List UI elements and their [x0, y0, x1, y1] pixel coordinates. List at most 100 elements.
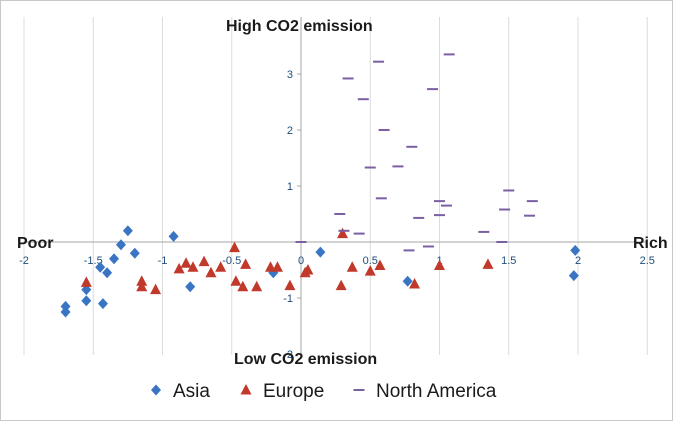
point-north-america [413, 216, 425, 219]
point-north-america [338, 229, 350, 232]
x-tick-label: 2.5 [640, 255, 655, 267]
point-north-america [422, 245, 434, 248]
series-asia [60, 225, 581, 318]
point-north-america [496, 241, 508, 243]
point-europe [482, 258, 494, 269]
point-europe [173, 262, 185, 274]
point-europe [136, 275, 148, 286]
series-north-america [295, 53, 538, 252]
point-europe [229, 241, 241, 253]
point-north-america [406, 145, 418, 148]
point-europe [205, 266, 217, 278]
point-asia [60, 300, 71, 312]
point-north-america [334, 213, 346, 215]
point-north-america [378, 129, 390, 131]
legend-marker-north-america [353, 389, 365, 391]
annotation-right: Rich [633, 235, 668, 252]
point-north-america [342, 77, 354, 80]
series-europe [80, 227, 494, 295]
point-asia [568, 270, 579, 282]
legend-marker-asia [151, 384, 161, 396]
legend-marker-europe [240, 384, 252, 395]
x-tick-label: 0 [298, 255, 304, 267]
y-tick-label: 3 [287, 69, 293, 81]
point-north-america [373, 60, 385, 63]
point-north-america [503, 189, 515, 192]
point-north-america [295, 241, 307, 243]
legend: Asia Europe North America [151, 381, 497, 402]
point-asia [570, 244, 581, 256]
point-europe [136, 280, 148, 292]
point-europe [434, 259, 445, 271]
point-europe [337, 227, 349, 239]
x-tick-label: 2 [575, 255, 581, 267]
point-europe [198, 255, 210, 267]
point-north-america [526, 200, 538, 203]
point-north-america [434, 200, 445, 203]
point-north-america [392, 165, 404, 168]
point-north-america [440, 204, 452, 207]
point-asia [95, 261, 106, 273]
axes [24, 17, 647, 355]
x-tick-label: -1 [158, 255, 168, 267]
point-north-america [434, 214, 445, 217]
y-tick-label: -1 [283, 293, 293, 305]
point-north-america [524, 214, 536, 217]
point-asia [168, 230, 179, 242]
x-tick-label: -1.5 [84, 255, 103, 267]
point-europe [265, 261, 277, 272]
point-asia [115, 239, 126, 251]
data-marks [60, 53, 581, 318]
point-europe [251, 280, 263, 292]
point-asia [102, 267, 113, 279]
point-north-america [478, 230, 490, 233]
point-north-america [403, 249, 415, 252]
point-europe [346, 261, 358, 272]
point-europe [180, 257, 192, 268]
point-asia [60, 306, 71, 318]
point-north-america [499, 208, 511, 211]
point-europe [409, 278, 421, 289]
y-tick-label: 2 [287, 125, 293, 137]
grid [23, 17, 648, 355]
point-north-america [443, 53, 455, 56]
annotation-left: Poor [17, 235, 53, 252]
point-europe [271, 261, 283, 272]
point-asia [315, 246, 326, 258]
x-tick-label: 1.5 [501, 255, 516, 267]
point-europe [364, 265, 376, 276]
point-asia [122, 225, 133, 237]
point-asia [109, 253, 120, 265]
point-north-america [375, 197, 387, 200]
point-europe [237, 280, 249, 292]
point-asia [81, 295, 92, 307]
point-asia [129, 247, 140, 259]
point-north-america [357, 98, 369, 101]
point-europe [215, 261, 227, 272]
point-asia [97, 298, 108, 310]
point-europe [240, 258, 252, 269]
annotation-top: High CO2 emission [226, 18, 373, 35]
point-asia [81, 284, 92, 296]
legend-label-europe: Europe [263, 381, 324, 402]
x-tick-label: -2 [19, 255, 29, 267]
point-north-america [353, 232, 365, 235]
x-tick-label: -0.5 [222, 255, 241, 267]
point-europe [187, 261, 199, 272]
legend-label-north-america: North America [376, 381, 497, 402]
point-asia [185, 281, 196, 293]
point-europe [302, 264, 314, 275]
point-north-america [427, 88, 439, 91]
point-north-america [364, 166, 376, 169]
point-europe [150, 283, 162, 295]
annotation-bottom: Low CO2 emission [234, 351, 377, 368]
point-europe [284, 279, 296, 291]
point-asia [402, 275, 413, 287]
point-europe [80, 276, 92, 287]
point-europe [335, 279, 347, 291]
legend-label-asia: Asia [173, 381, 210, 402]
y-tick-label: 1 [287, 181, 293, 193]
